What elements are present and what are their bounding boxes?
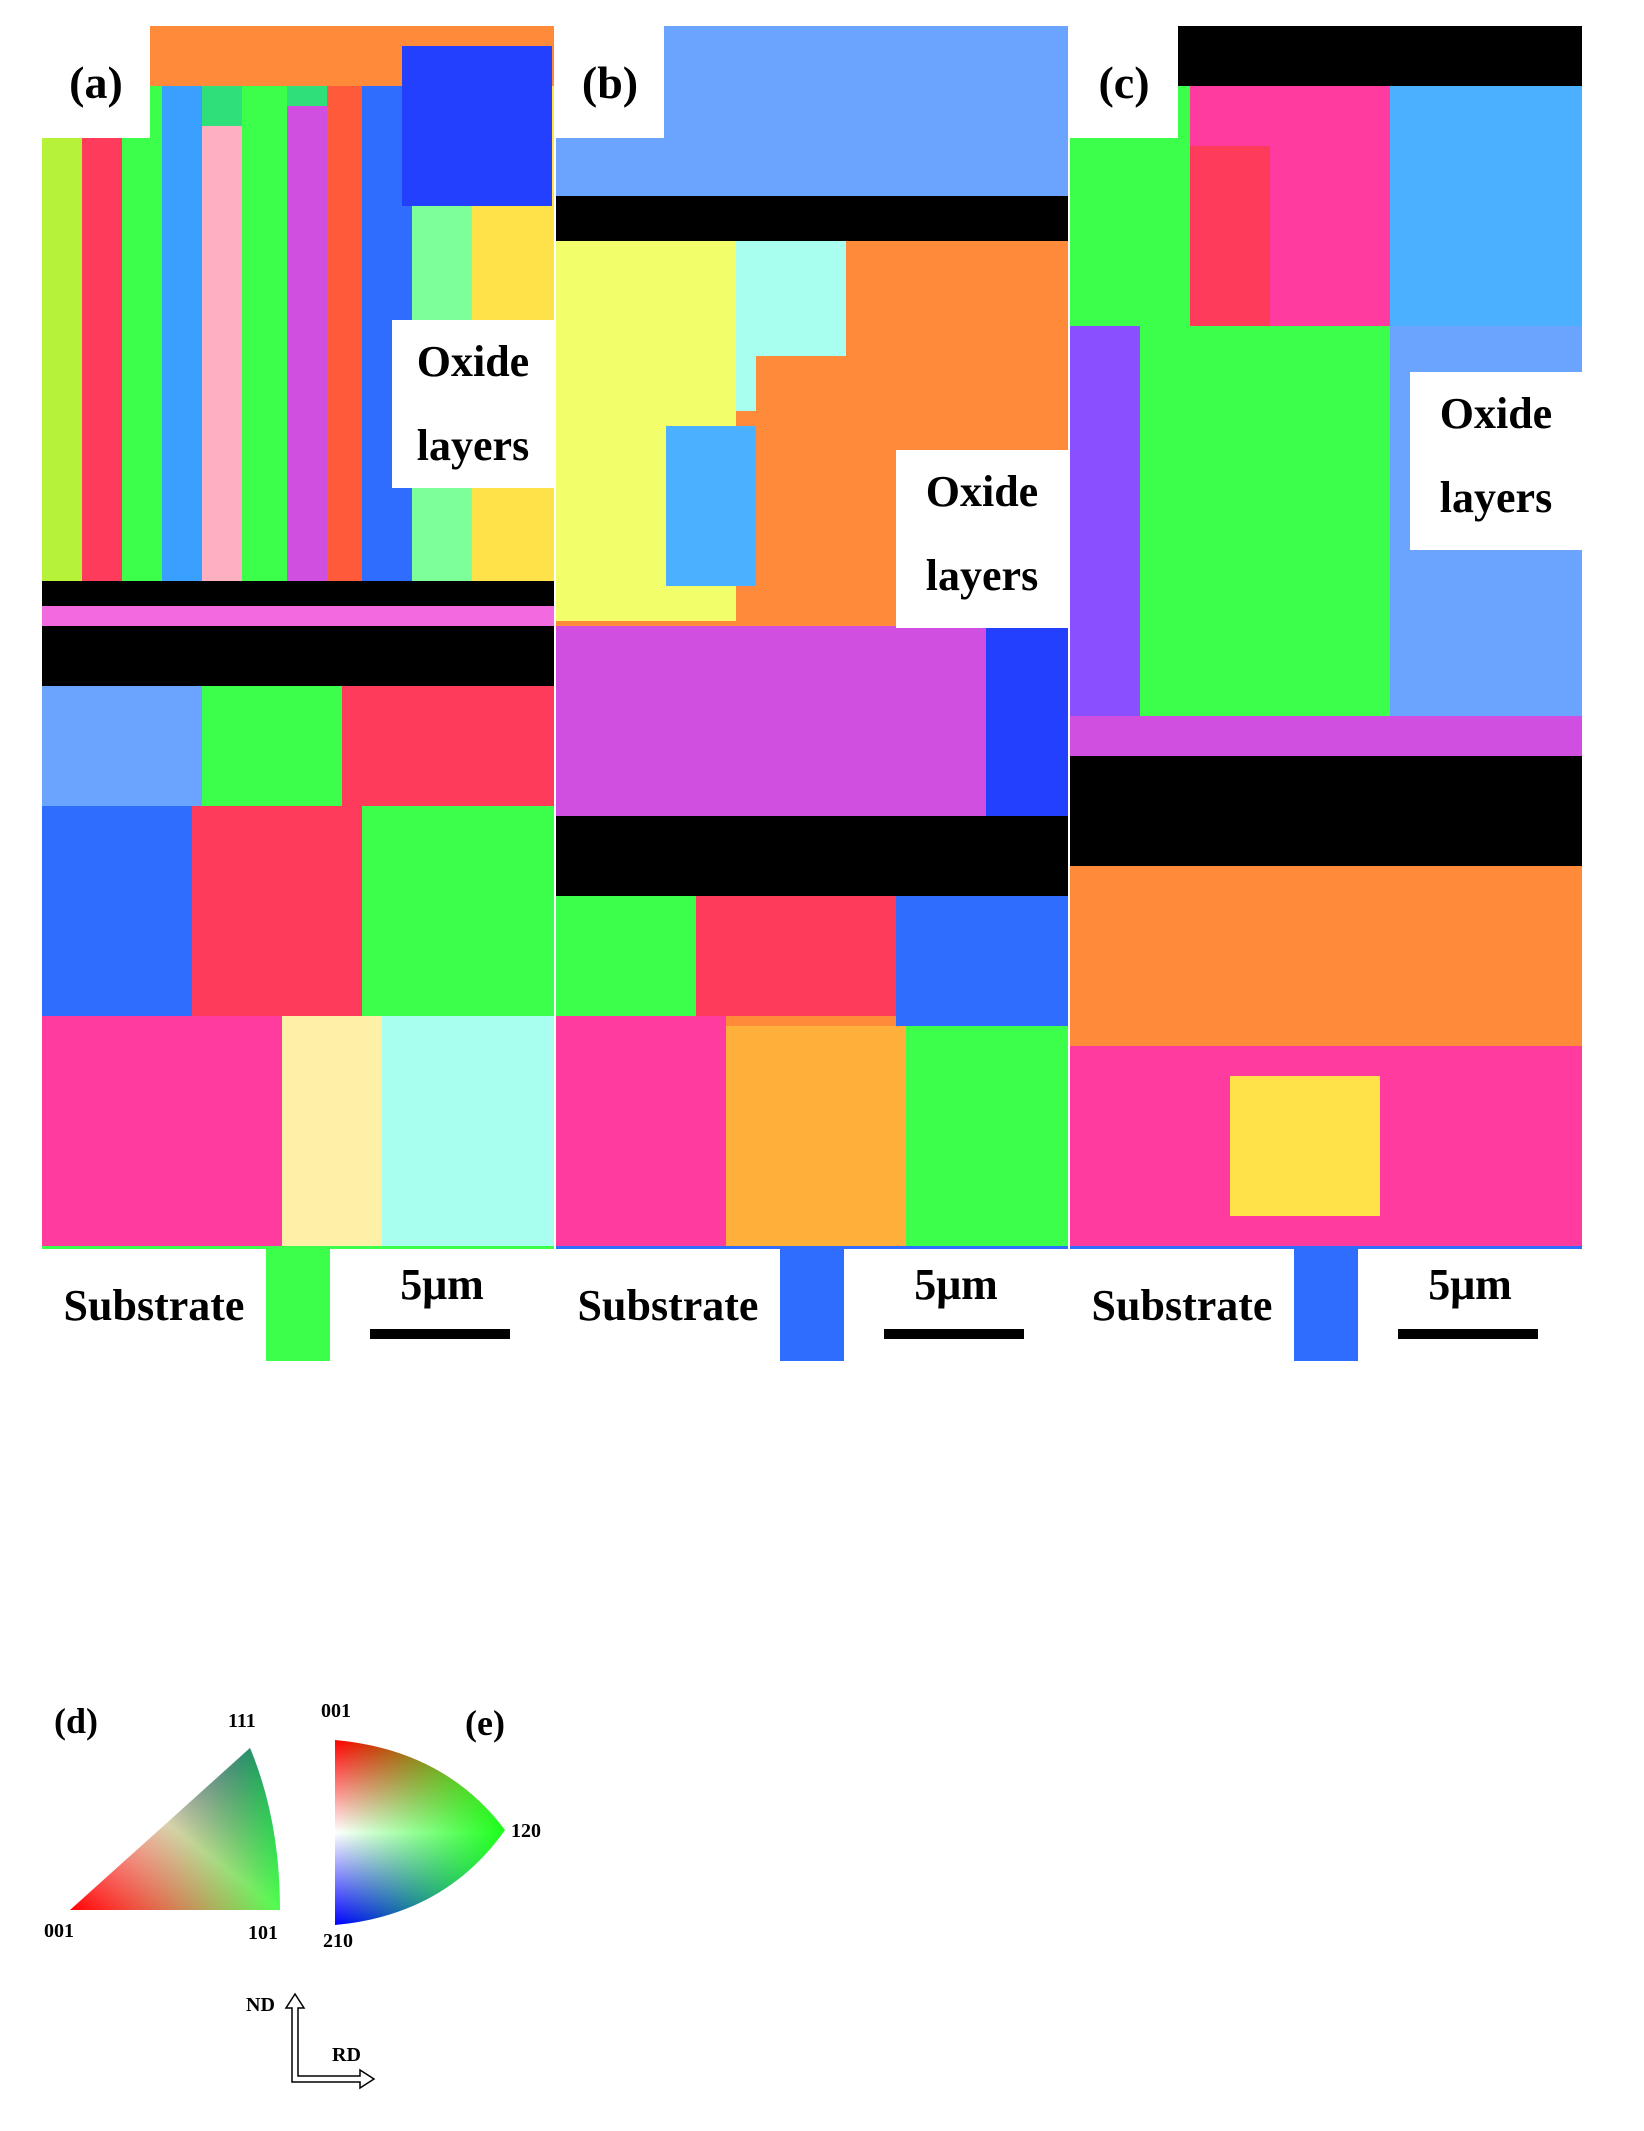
substrate-label-a: Substrate (42, 1249, 266, 1361)
legend-e-120: 120 (511, 1820, 541, 1842)
nd-rd-axes: ND RD (240, 1990, 380, 2090)
oxide-layers-label-a: Oxide layers (392, 320, 554, 488)
legend-d-label: (d) (54, 1701, 98, 1741)
ipf-sector-e-icon (335, 1740, 505, 1925)
scale-bar-box-b: 5μm (844, 1249, 1068, 1361)
panel-label-a: (a) (42, 26, 150, 138)
scale-label-c: 5μm (1428, 1260, 1512, 1309)
oxide-layers-label-b: Oxide layers (896, 450, 1068, 628)
legend-e-label: (e) (465, 1703, 505, 1743)
ebsd-grain-image-c (1070, 26, 1582, 1361)
legend-e-001: 001 (321, 1700, 351, 1722)
ebsd-map-b: (b) Oxide layers Substrate 5μm (556, 26, 1068, 1361)
legend-e: 001 (e) 120 210 (315, 1700, 565, 1960)
ebsd-map-a: (a) Oxide layers Substrate 5μm (42, 26, 554, 1361)
scale-bar-b (884, 1329, 1024, 1339)
substrate-label-c: Substrate (1070, 1249, 1294, 1361)
panel-label-c: (c) (1070, 26, 1178, 138)
rd-label: RD (332, 2044, 361, 2066)
scale-label-a: 5μm (400, 1260, 484, 1309)
substrate-label-b: Substrate (556, 1249, 780, 1361)
nd-label: ND (246, 1994, 275, 2016)
ipf-triangle-d-icon (70, 1748, 280, 1910)
ebsd-map-c: (c) Oxide layers Substrate 5μm (1070, 26, 1582, 1361)
oxide-layers-label-c: Oxide layers (1410, 372, 1582, 550)
legend-d-001: 001 (44, 1920, 74, 1942)
scale-bar-c (1398, 1329, 1538, 1339)
legend-d: (d) 111 001 101 (40, 1700, 310, 1960)
scale-bar-a (370, 1329, 510, 1339)
panel-label-b: (b) (556, 26, 664, 138)
ebsd-grain-image-b (556, 26, 1068, 1361)
legend-d-101: 101 (248, 1922, 278, 1944)
nd-rd-arrows-icon (284, 1992, 376, 2090)
scale-bar-box-a: 5μm (330, 1249, 554, 1361)
legend-d-111: 111 (228, 1710, 256, 1732)
scale-label-b: 5μm (914, 1260, 998, 1309)
ebsd-grain-image-a (42, 26, 554, 1361)
legend-e-210: 210 (323, 1930, 353, 1952)
scale-bar-box-c: 5μm (1358, 1249, 1582, 1361)
